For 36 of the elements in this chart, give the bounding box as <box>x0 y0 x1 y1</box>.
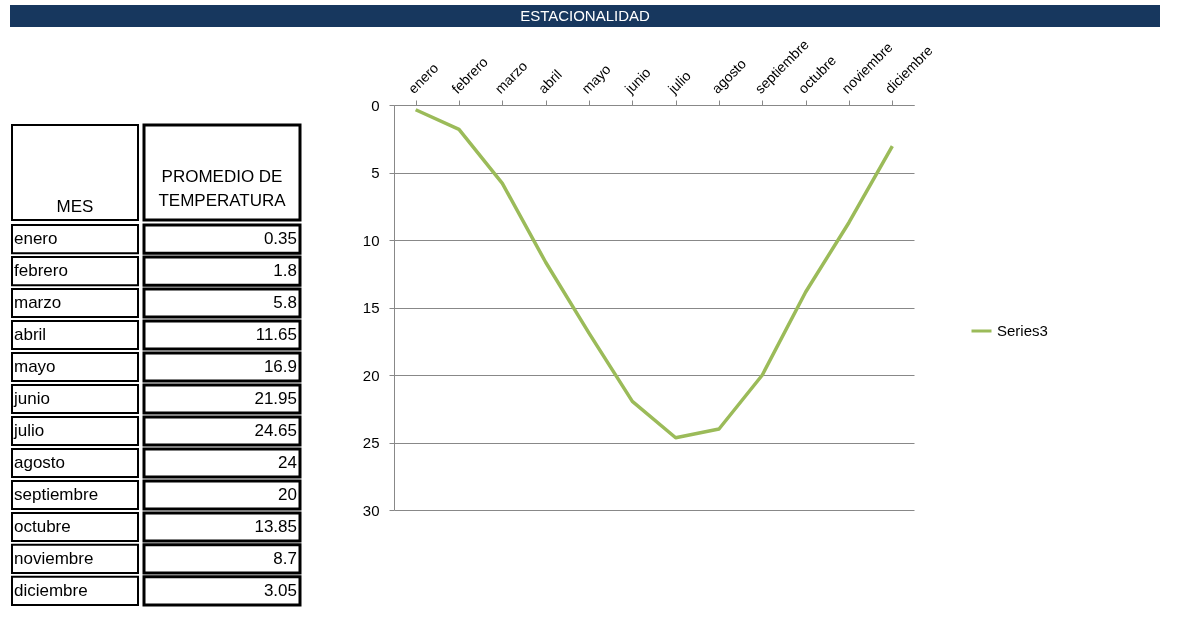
text: 13.85 <box>254 516 297 536</box>
y-tick-label: 20 <box>362 366 380 384</box>
y-tick-label: 30 <box>362 501 380 519</box>
y-tick-label: 5 <box>371 164 380 181</box>
text: 0.35 <box>263 229 297 249</box>
text: 5.8 <box>273 293 297 313</box>
category-label: diciembre <box>14 580 88 600</box>
y-tick-label: 0 <box>371 96 380 114</box>
category-label: abril <box>14 325 47 345</box>
text: 24 <box>278 452 297 472</box>
category-label: septiembre <box>14 484 99 504</box>
text: 21.95 <box>254 389 297 409</box>
category-label: octubre <box>14 516 71 536</box>
y-tick-label: 15 <box>362 299 380 316</box>
text: 16.9 <box>263 357 297 377</box>
chart-title: ESTACIONALIDAD <box>520 7 651 24</box>
text: PROMEDIO DE TEMPERATURA <box>158 167 287 210</box>
category-label: julio <box>13 420 45 440</box>
text: 1.8 <box>273 261 297 281</box>
category-label: agosto <box>14 452 66 472</box>
legend-label: Series3 <box>997 322 1048 339</box>
category-label: noviembre <box>14 548 94 568</box>
text: 3.05 <box>263 580 297 600</box>
text: 24.65 <box>254 420 297 440</box>
y-tick-label: 10 <box>362 231 380 249</box>
category-label: enero <box>14 229 58 249</box>
text: 20 <box>278 484 297 504</box>
category-label: febrero <box>14 261 68 281</box>
line-series <box>413 107 895 440</box>
y-tick-label: 25 <box>362 434 380 451</box>
text: MES <box>56 197 94 216</box>
text: 8.7 <box>273 548 297 568</box>
text: 11.65 <box>255 325 297 345</box>
category-label: mayo <box>14 357 56 377</box>
category-label: marzo <box>14 293 62 313</box>
category-label: junio <box>13 389 50 409</box>
